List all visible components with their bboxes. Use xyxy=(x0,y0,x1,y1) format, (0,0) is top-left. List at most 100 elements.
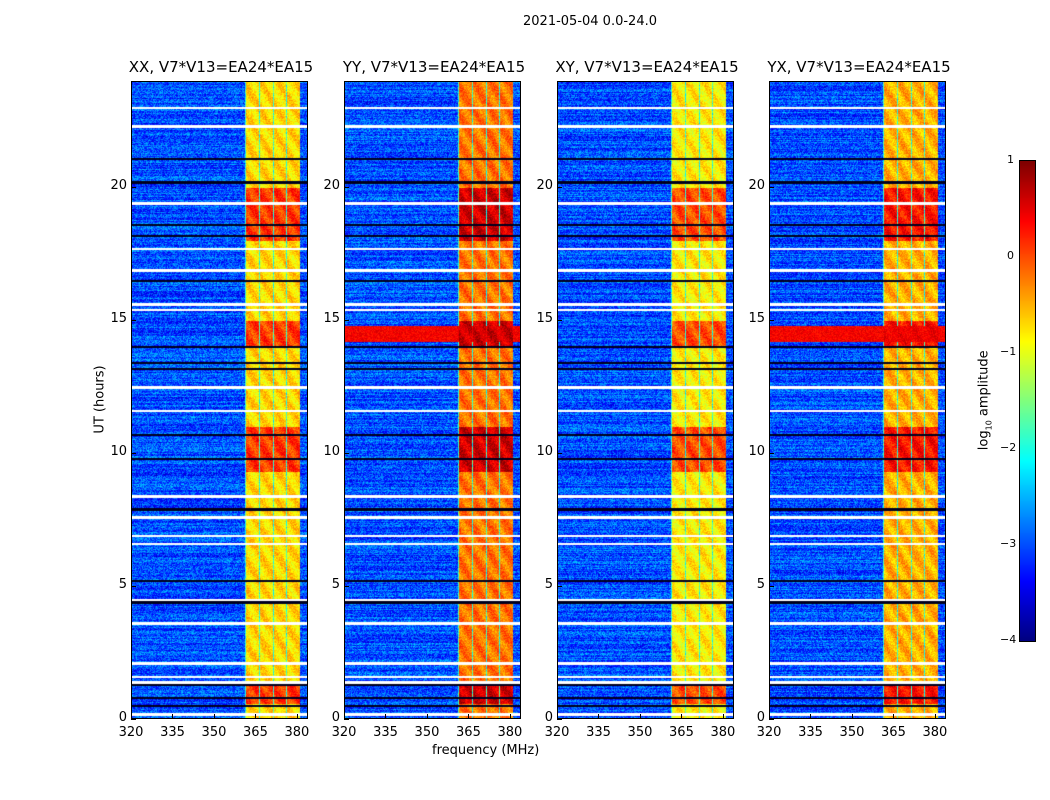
y-tick-label: 10 xyxy=(748,444,765,460)
x-tick-mark xyxy=(213,714,215,719)
colorbar-tick-label: −1 xyxy=(1000,345,1017,358)
x-tick-label: 320 xyxy=(756,725,782,740)
x-tick-label: 350 xyxy=(201,725,227,740)
x-tick-mark xyxy=(769,714,770,719)
colorbar-label: log10 amplitude xyxy=(976,350,994,451)
y-tick-label: 20 xyxy=(748,178,765,194)
x-tick-label: 320 xyxy=(544,725,570,740)
y-tick-label: 10 xyxy=(536,444,553,460)
axes-frame xyxy=(344,81,521,719)
y-tick-mark xyxy=(344,187,349,189)
x-tick-mark xyxy=(172,714,174,719)
x-tick-mark xyxy=(639,714,641,719)
x-tick-label: 365 xyxy=(669,725,694,740)
x-tick-mark xyxy=(296,714,298,719)
x-tick-mark xyxy=(598,714,600,719)
x-tick-label: 335 xyxy=(586,725,611,740)
y-tick-mark xyxy=(769,320,774,322)
figure-title: 2021-05-04 0.0-24.0 xyxy=(523,14,657,29)
spectrogram-heatmap xyxy=(557,81,734,719)
y-tick-label: 20 xyxy=(536,178,553,194)
panel-title: XX, V7*V13=EA24*EA15 xyxy=(128,58,314,76)
y-tick-label: 10 xyxy=(323,444,340,460)
y-tick-label: 0 xyxy=(544,710,553,725)
y-tick-mark xyxy=(131,187,136,189)
x-tick-label: 365 xyxy=(456,725,481,740)
y-tick-label: 0 xyxy=(118,710,127,725)
colorbar-tick-label: −3 xyxy=(1000,537,1017,550)
x-tick-mark xyxy=(851,714,853,719)
x-tick-mark xyxy=(810,714,812,719)
colorbar-tick-label: 1 xyxy=(1007,153,1014,166)
y-tick-mark xyxy=(131,586,136,588)
x-tick-label: 380 xyxy=(922,725,948,740)
y-tick-label: 15 xyxy=(110,311,127,327)
x-tick-label: 350 xyxy=(627,725,653,740)
x-tick-label: 380 xyxy=(284,725,310,740)
x-tick-mark xyxy=(509,714,511,719)
panel-title: XY, V7*V13=EA24*EA15 xyxy=(555,58,739,76)
spectrogram-panel: YY, V7*V13=EA24*EA15 320 335 350 365 380 0 5 10 1… xyxy=(323,58,525,740)
y-tick-label: 5 xyxy=(756,577,765,593)
x-tick-mark xyxy=(131,714,132,719)
x-tick-mark xyxy=(344,714,345,719)
panel-title: YX, V7*V13=EA24*EA15 xyxy=(767,58,951,76)
y-tick-mark xyxy=(557,453,562,455)
x-tick-label: 335 xyxy=(798,725,823,740)
x-tick-label: 320 xyxy=(118,725,144,740)
y-tick-label: 15 xyxy=(536,311,553,327)
colorbar-tick-label: −4 xyxy=(1000,633,1017,646)
x-tick-label: 380 xyxy=(710,725,736,740)
y-tick-mark xyxy=(131,453,136,455)
x-tick-mark xyxy=(468,714,470,719)
axes-frame xyxy=(131,81,308,719)
x-tick-mark xyxy=(934,714,936,719)
x-tick-label: 350 xyxy=(414,725,440,740)
y-tick-mark xyxy=(557,187,562,189)
y-tick-label: 5 xyxy=(331,577,340,593)
y-tick-mark xyxy=(344,453,349,455)
x-tick-label: 350 xyxy=(839,725,865,740)
x-tick-mark xyxy=(681,714,683,719)
y-tick-mark xyxy=(769,453,774,455)
x-tick-label: 320 xyxy=(331,725,357,740)
y-tick-mark xyxy=(344,719,349,720)
colorbar xyxy=(1019,160,1036,642)
y-axis-label: UT (hours) xyxy=(92,365,108,434)
y-tick-mark xyxy=(344,586,349,588)
axes-frame xyxy=(769,81,946,719)
y-tick-label: 15 xyxy=(748,311,765,327)
x-tick-mark xyxy=(255,714,257,719)
y-tick-label: 15 xyxy=(323,311,340,327)
x-tick-mark xyxy=(893,714,895,719)
y-tick-mark xyxy=(344,320,349,322)
axes-frame xyxy=(557,81,734,719)
colorbar-tick-label: 0 xyxy=(1007,249,1014,262)
y-tick-mark xyxy=(557,586,562,588)
x-tick-label: 335 xyxy=(373,725,398,740)
y-tick-label: 20 xyxy=(110,178,127,194)
x-tick-label: 365 xyxy=(881,725,906,740)
y-tick-label: 5 xyxy=(118,577,127,593)
x-tick-label: 335 xyxy=(160,725,185,740)
y-tick-mark xyxy=(557,320,562,322)
y-tick-mark xyxy=(769,187,774,189)
spectrogram-heatmap xyxy=(769,81,946,719)
x-tick-mark xyxy=(385,714,387,719)
x-axis-label: frequency (MHz) xyxy=(432,743,540,758)
y-tick-label: 10 xyxy=(110,444,127,460)
spectrogram-heatmap xyxy=(131,81,308,719)
colorbar-tick-label: −2 xyxy=(1000,441,1017,454)
y-tick-mark xyxy=(769,719,774,720)
y-tick-label: 20 xyxy=(323,178,340,194)
panel-title: YY, V7*V13=EA24*EA15 xyxy=(342,58,526,76)
y-tick-label: 5 xyxy=(544,577,553,593)
spectrogram-heatmap xyxy=(344,81,521,719)
y-tick-label: 0 xyxy=(331,710,340,725)
y-tick-label: 0 xyxy=(756,710,765,725)
y-tick-mark xyxy=(769,586,774,588)
spectrogram-panel: XX, V7*V13=EA24*EA15 320 335 350 365 380 0 5 10 1… xyxy=(110,58,313,740)
spectrogram-panel: YX, V7*V13=EA24*EA15 320 335 350 365 380 0 5 10 1… xyxy=(748,58,950,740)
spectrogram-panel: XY, V7*V13=EA24*EA15 320 335 350 365 380 0 5 10 1… xyxy=(536,58,738,740)
